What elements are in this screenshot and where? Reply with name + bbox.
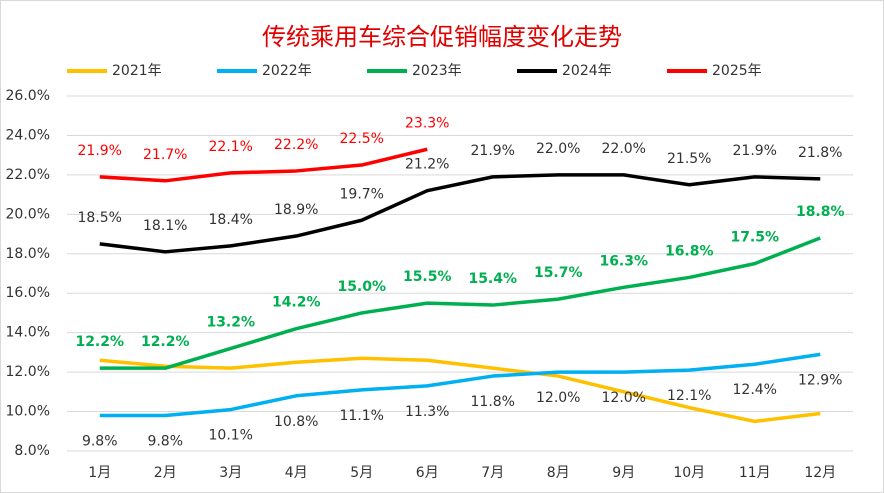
- y-tick-label: 20.0%: [6, 206, 50, 222]
- data-label: 22.0%: [602, 141, 646, 157]
- data-label: 11.1%: [340, 408, 384, 424]
- x-tick-label: 9月: [612, 465, 635, 481]
- series-line: [99, 356, 821, 424]
- data-label: 13.2%: [206, 314, 255, 330]
- data-label: 21.7%: [143, 147, 187, 163]
- y-tick-label: 16.0%: [6, 285, 50, 301]
- y-tick-label: 22.0%: [6, 167, 50, 183]
- data-label: 12.2%: [141, 334, 190, 350]
- data-label: 12.2%: [75, 334, 124, 350]
- data-label: 22.0%: [536, 141, 580, 157]
- y-tick-label: 14.0%: [6, 325, 50, 341]
- series-line: [99, 173, 821, 254]
- series-line: [99, 147, 428, 183]
- data-label: 16.3%: [599, 253, 648, 269]
- data-label: 12.0%: [536, 390, 580, 406]
- x-tick-label: 6月: [416, 465, 439, 481]
- y-tick-label: 26.0%: [6, 88, 50, 104]
- x-tick-label: 7月: [481, 465, 504, 481]
- data-label: 22.1%: [209, 139, 253, 155]
- x-tick-label: 11月: [739, 465, 771, 481]
- legend-label: 2025年: [712, 63, 762, 79]
- x-tick-label: 8月: [547, 465, 570, 481]
- data-label: 22.2%: [274, 137, 318, 153]
- data-label: 15.4%: [468, 271, 517, 287]
- data-label: 19.7%: [340, 186, 384, 202]
- data-label: 9.8%: [147, 434, 183, 450]
- data-label: 21.8%: [798, 145, 842, 161]
- data-label: 18.9%: [274, 202, 318, 218]
- data-label: 21.5%: [667, 151, 711, 167]
- data-label: 18.4%: [209, 212, 253, 228]
- y-tick-label: 12.0%: [6, 364, 50, 380]
- data-label: 15.5%: [403, 269, 452, 285]
- data-label: 18.5%: [78, 210, 122, 226]
- y-tick-label: 24.0%: [6, 127, 50, 143]
- data-label: 12.9%: [798, 372, 842, 388]
- data-label: 9.8%: [82, 434, 118, 450]
- data-label: 21.2%: [405, 157, 449, 173]
- data-label: 17.5%: [730, 230, 779, 246]
- x-tick-label: 1月: [88, 465, 111, 481]
- data-label: 10.8%: [274, 414, 318, 430]
- series-line: [99, 236, 821, 370]
- data-label: 11.3%: [405, 404, 449, 420]
- data-label: 10.1%: [209, 428, 253, 444]
- data-label: 14.2%: [272, 295, 321, 311]
- x-tick-label: 10月: [673, 465, 705, 481]
- x-tick-label: 12月: [804, 465, 836, 481]
- data-label: 15.7%: [534, 265, 583, 281]
- data-label: 21.9%: [78, 143, 122, 159]
- data-label: 23.3%: [405, 115, 449, 131]
- data-label: 12.4%: [733, 382, 777, 398]
- data-label: 12.0%: [602, 390, 646, 406]
- y-tick-label: 18.0%: [6, 246, 50, 262]
- legend-label: 2021年: [112, 63, 162, 79]
- x-tick-label: 5月: [350, 465, 373, 481]
- chart-title: 传统乘用车综合促销幅度变化走势: [262, 23, 622, 51]
- x-tick-label: 4月: [285, 465, 308, 481]
- x-tick-label: 3月: [219, 465, 242, 481]
- legend-label: 2022年: [262, 63, 312, 79]
- data-label: 11.8%: [471, 394, 515, 410]
- data-label: 21.9%: [471, 143, 515, 159]
- data-label: 18.8%: [796, 204, 845, 220]
- data-label: 16.8%: [665, 243, 714, 259]
- x-tick-label: 2月: [154, 465, 177, 481]
- y-tick-label: 10.0%: [6, 404, 50, 420]
- y-tick-label: 8.0%: [14, 443, 50, 459]
- legend-label: 2023年: [412, 63, 462, 79]
- series-line: [99, 352, 821, 418]
- data-label: 12.1%: [667, 388, 711, 404]
- data-label: 22.5%: [340, 131, 384, 147]
- data-label: 15.0%: [337, 279, 386, 295]
- legend-label: 2024年: [562, 63, 612, 79]
- data-label: 18.1%: [143, 218, 187, 234]
- data-label: 21.9%: [733, 143, 777, 159]
